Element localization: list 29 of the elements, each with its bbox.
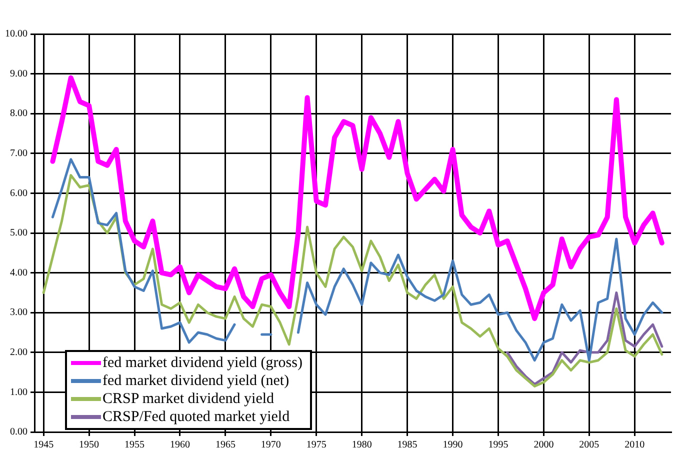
- legend-label: fed market dividend yield (gross): [102, 354, 302, 372]
- x-tick-label: 1975: [306, 440, 326, 451]
- y-tick-label: 2.00: [10, 347, 28, 358]
- legend-label: fed market dividend yield (net): [102, 372, 290, 390]
- x-tick-label: 2005: [579, 440, 600, 451]
- y-tick-label: 10.00: [5, 28, 28, 40]
- legend-label: CRSP market dividend yield: [102, 390, 274, 408]
- y-tick-label: 5.00: [10, 228, 28, 239]
- y-tick-label: 4.00: [10, 267, 28, 278]
- legend-label: CRSP/Fed quoted market yield: [102, 408, 290, 426]
- y-tick-label: 6.00: [10, 188, 28, 199]
- y-tick-label: 9.00: [10, 68, 28, 80]
- y-tick-label: 8.00: [10, 108, 28, 120]
- x-tick-label: 1995: [488, 440, 508, 451]
- x-tick-label: 1945: [34, 440, 54, 451]
- x-tick-label: 1970: [260, 440, 281, 451]
- y-tick-label: 3.00: [10, 307, 28, 318]
- y-tick-label: 1.00: [10, 386, 28, 398]
- x-tick-label: 2000: [534, 440, 554, 451]
- y-tick-label: 0.00: [10, 426, 28, 438]
- x-tick-label: 1985: [397, 440, 418, 451]
- x-tick-label: 1980: [352, 440, 372, 451]
- x-tick-label: 1955: [124, 440, 145, 451]
- x-tick-label: 1990: [442, 440, 463, 451]
- x-tick-label: 2010: [624, 440, 645, 451]
- x-tick-label: 1960: [170, 440, 190, 451]
- x-tick-label: 1965: [215, 440, 236, 451]
- x-tick-label: 1950: [79, 440, 100, 451]
- y-tick-label: 7.00: [10, 148, 28, 160]
